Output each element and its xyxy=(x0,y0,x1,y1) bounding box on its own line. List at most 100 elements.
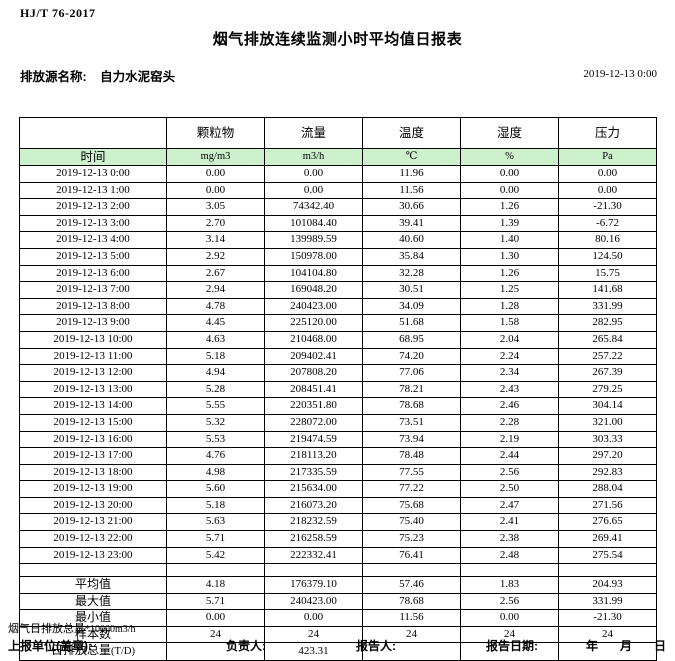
cell-humidity: 2.46 xyxy=(460,397,559,415)
cell-flow: 209402.41 xyxy=(264,347,363,366)
cell-temperature: 32.28 xyxy=(362,264,461,283)
cell-temperature: 30.66 xyxy=(362,198,461,216)
cell-humidity: 2.41 xyxy=(460,513,559,532)
parameter-header-pressure: 压力 xyxy=(558,117,657,149)
cell-pressure: -6.72 xyxy=(558,214,657,233)
cell-flow: 169048.20 xyxy=(264,281,363,299)
cell-pressure: 265.84 xyxy=(558,330,657,349)
cell-temperature: 77.06 xyxy=(362,364,461,382)
cell-time: 2019-12-13 3:00 xyxy=(19,214,167,233)
cell-temperature: 77.55 xyxy=(362,463,461,482)
footer: 烟气日排放总量*10000m3/h 上报单位(盖章): 负责人: 报告人: 报告… xyxy=(8,622,668,655)
summary-cell-particulate: 4.18 xyxy=(166,576,265,594)
cell-time: 2019-12-13 21:00 xyxy=(19,513,167,532)
cell-pressure: 303.33 xyxy=(558,430,657,449)
column-header-time: 时间 xyxy=(19,148,167,166)
cell-flow: 101084.40 xyxy=(264,214,363,233)
table-row: 2019-12-13 1:00 0.00 0.00 11.56 0.00 0.00 xyxy=(19,181,657,200)
footer-note-unit: *10000m3/h xyxy=(85,624,136,635)
cell-pressure: 0.00 xyxy=(558,181,657,200)
parameter-header-particulate: 颗粒物 xyxy=(166,117,265,149)
cell-flow: 150978.00 xyxy=(264,247,363,266)
summary-row: 平均值 4.18 176379.10 57.46 1.83 204.93 xyxy=(19,576,657,594)
cell-pressure: 292.83 xyxy=(558,463,657,482)
table-row: 2019-12-13 6:00 2.67 104104.80 32.28 1.26 15.… xyxy=(19,264,657,283)
page-title: 烟气排放连续监测小时平均值日报表 xyxy=(212,31,463,48)
cell-particulate: 5.53 xyxy=(166,430,265,449)
cell-time: 2019-12-13 12:00 xyxy=(19,364,167,382)
cell-flow: 215634.00 xyxy=(264,480,363,498)
cell-temperature: 11.56 xyxy=(362,181,461,200)
summary-cell-temperature: 78.68 xyxy=(362,592,461,611)
cell-pressure: 288.04 xyxy=(558,480,657,498)
spacer-cell xyxy=(264,563,363,578)
cell-humidity: 2.04 xyxy=(460,330,559,349)
cell-pressure: 80.16 xyxy=(558,231,657,249)
cell-time: 2019-12-13 16:00 xyxy=(19,430,167,449)
cell-temperature: 73.51 xyxy=(362,413,461,432)
cell-flow: 216073.20 xyxy=(264,496,363,515)
emission-source-label: 排放源名称: xyxy=(20,70,87,84)
reporter-label: 报告人: xyxy=(356,639,396,653)
summary-cell-temperature: 57.46 xyxy=(362,576,461,594)
cell-temperature: 51.68 xyxy=(362,314,461,332)
month-label: 月 xyxy=(620,639,633,653)
cell-temperature: 78.48 xyxy=(362,447,461,465)
cell-humidity: 2.43 xyxy=(460,380,559,399)
cell-flow: 228072.00 xyxy=(264,413,363,432)
cell-temperature: 34.09 xyxy=(362,297,461,316)
report-table-container: 颗粒物 流量 温度 湿度 压力 时间 mg/m3 m3/h ℃ % Pa 201… xyxy=(19,117,657,661)
summary-label-text: 样本数 xyxy=(74,626,111,641)
table-row: 2019-12-13 2:00 3.05 74342.40 30.66 1.26 -21.… xyxy=(19,198,657,216)
table-row: 2019-12-13 20:00 5.18 216073.20 75.68 2.47 27… xyxy=(19,496,657,515)
cell-time: 2019-12-13 1:00 xyxy=(19,181,167,200)
cell-flow: 0.00 xyxy=(264,165,363,183)
parameter-header-blank xyxy=(19,117,167,149)
table-body: 2019-12-13 0:00 0.00 0.00 11.96 0.00 0.00 2019… xyxy=(19,165,657,661)
cell-pressure: 15.75 xyxy=(558,264,657,283)
cell-temperature: 68.95 xyxy=(362,330,461,349)
parameter-header-flow: 流量 xyxy=(264,117,363,149)
cell-flow: 207808.20 xyxy=(264,364,363,382)
cell-time: 2019-12-13 17:00 xyxy=(19,447,167,465)
cell-flow: 240423.00 xyxy=(264,297,363,316)
cell-particulate: 5.18 xyxy=(166,496,265,515)
parameter-header-temperature: 温度 xyxy=(362,117,461,149)
cell-humidity: 2.47 xyxy=(460,496,559,515)
emission-source-value: 自力水泥窑头 xyxy=(100,70,176,84)
unit-particulate: mg/m3 xyxy=(166,148,265,166)
cell-humidity: 2.24 xyxy=(460,347,559,366)
cell-flow: 208451.41 xyxy=(264,380,363,399)
cell-time: 2019-12-13 6:00 xyxy=(19,264,167,283)
cell-flow: 218232.59 xyxy=(264,513,363,532)
summary-cell-pressure: 331.99 xyxy=(558,592,657,611)
cell-humidity: 2.19 xyxy=(460,430,559,449)
cell-flow: 220351.80 xyxy=(264,397,363,415)
cell-flow: 216258.59 xyxy=(264,530,363,548)
cell-particulate: 2.94 xyxy=(166,281,265,299)
table-row: 2019-12-13 21:00 5.63 218232.59 75.40 2.41 27… xyxy=(19,513,657,532)
cell-pressure: 269.41 xyxy=(558,530,657,548)
spacer-cell xyxy=(166,563,265,578)
cell-pressure: 267.39 xyxy=(558,364,657,382)
day-label: 日 xyxy=(654,639,667,653)
cell-particulate: 0.00 xyxy=(166,181,265,200)
unit-header-row: 时间 mg/m3 m3/h ℃ % Pa xyxy=(19,148,657,166)
cell-time: 2019-12-13 14:00 xyxy=(19,397,167,415)
parameter-header-humidity: 湿度 xyxy=(460,117,559,149)
emission-source-row: 排放源名称: 自力水泥窑头 xyxy=(20,66,175,85)
table-row: 2019-12-13 19:00 5.60 215634.00 77.22 2.50 28… xyxy=(19,480,657,498)
summary-label: 最大值 xyxy=(19,592,167,611)
cell-temperature: 75.40 xyxy=(362,513,461,532)
cell-pressure: 271.56 xyxy=(558,496,657,515)
summary-label-unit: (T/D) xyxy=(111,646,135,658)
cell-temperature: 39.41 xyxy=(362,214,461,233)
table-row: 2019-12-13 23:00 5.42 222332.41 76.41 2.48 27… xyxy=(19,546,657,565)
unit-flow: m3/h xyxy=(264,148,363,166)
unit-humidity: % xyxy=(460,148,559,166)
table-row: 2019-12-13 13:00 5.28 208451.41 78.21 2.43 27… xyxy=(19,380,657,399)
cell-humidity: 1.40 xyxy=(460,231,559,249)
cell-particulate: 5.63 xyxy=(166,513,265,532)
table-row: 2019-12-13 14:00 5.55 220351.80 78.68 2.46 30… xyxy=(19,397,657,415)
summary-row: 最小值 0.00 0.00 11.56 0.00 -21.30 xyxy=(19,609,657,627)
